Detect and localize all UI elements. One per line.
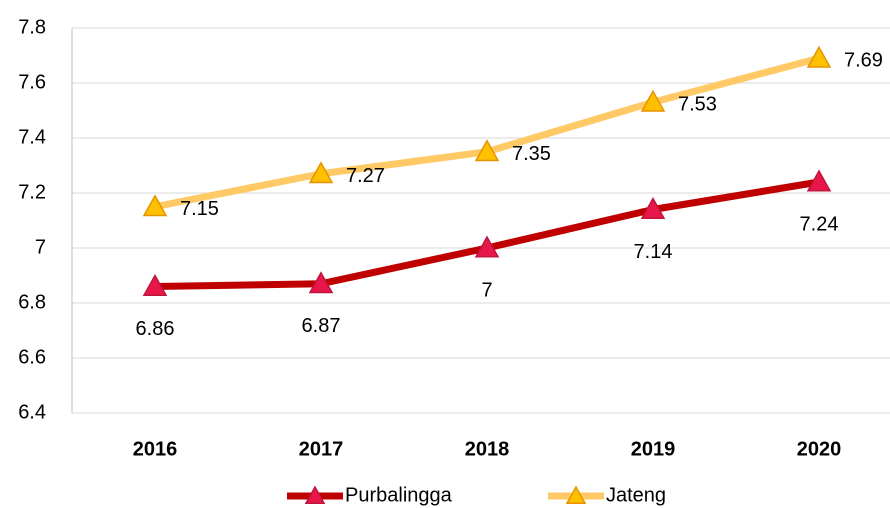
marker [308,271,334,294]
y-tick-label: 6.6 [18,346,46,368]
x-tick-label: 2019 [631,438,676,460]
data-label: 7.69 [844,50,883,72]
x-tick-label: 2020 [797,438,842,460]
data-label: 6.86 [136,318,175,340]
data-label: 6.87 [302,315,341,337]
x-tick-label: 2018 [465,438,510,460]
legend-marker [304,485,326,504]
y-tick-label: 7.2 [18,181,46,203]
marker [142,194,168,217]
series-line [154,54,820,211]
y-tick-label: 7.4 [18,126,46,148]
y-tick-label: 7.8 [18,16,46,38]
marker [640,196,666,220]
marker [308,161,334,184]
x-tick-label: 2016 [133,438,178,460]
data-label: 7.35 [512,143,551,165]
legend-label: Purbalingga [345,484,453,506]
data-label: 7.24 [800,213,839,235]
data-label: 7.27 [346,165,385,187]
y-tick-label: 7.6 [18,71,46,93]
y-tick-label: 6.4 [18,401,46,423]
legend-label: Jateng [606,484,666,506]
legend-marker [565,485,587,504]
marker [474,139,500,162]
data-label: 7.53 [678,94,717,116]
data-label: 7.14 [634,241,673,263]
marker [640,89,666,112]
y-tick-label: 6.8 [18,291,46,313]
y-tick-label: 7 [35,236,46,258]
data-label: 7 [481,279,492,301]
x-tick-label: 2017 [299,438,344,460]
marker [142,273,168,297]
series-line [154,178,820,290]
marker [806,169,832,192]
data-label: 7.15 [180,198,219,220]
marker [806,45,832,68]
marker [474,235,500,258]
